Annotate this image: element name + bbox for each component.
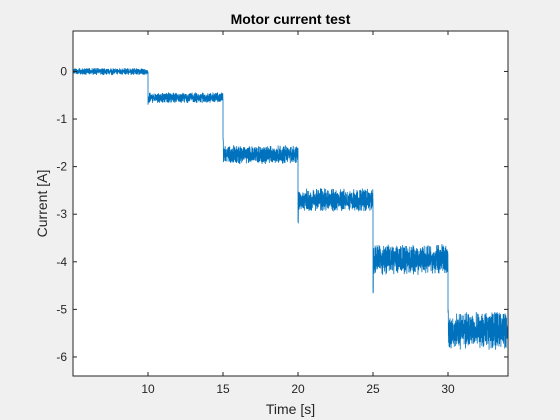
x-tick-label: 20	[291, 382, 305, 396]
x-tick-label: 10	[141, 382, 155, 396]
y-tick-label: -2	[56, 160, 67, 174]
x-tick-label: 15	[216, 382, 230, 396]
plot-area-background	[73, 31, 508, 376]
x-axis-label: Time [s]	[266, 401, 315, 417]
y-tick-label: -6	[56, 350, 67, 364]
x-tick-label: 30	[441, 382, 455, 396]
y-tick-label: -4	[56, 255, 67, 269]
y-tick-label: 0	[60, 64, 67, 78]
x-tick-label: 25	[366, 382, 380, 396]
y-tick-label: -5	[56, 302, 67, 316]
y-axis-label: Current [A]	[34, 170, 50, 238]
chart-title: Motor current test	[231, 11, 351, 27]
y-tick-label: -1	[56, 112, 67, 126]
y-tick-label: -3	[56, 207, 67, 221]
